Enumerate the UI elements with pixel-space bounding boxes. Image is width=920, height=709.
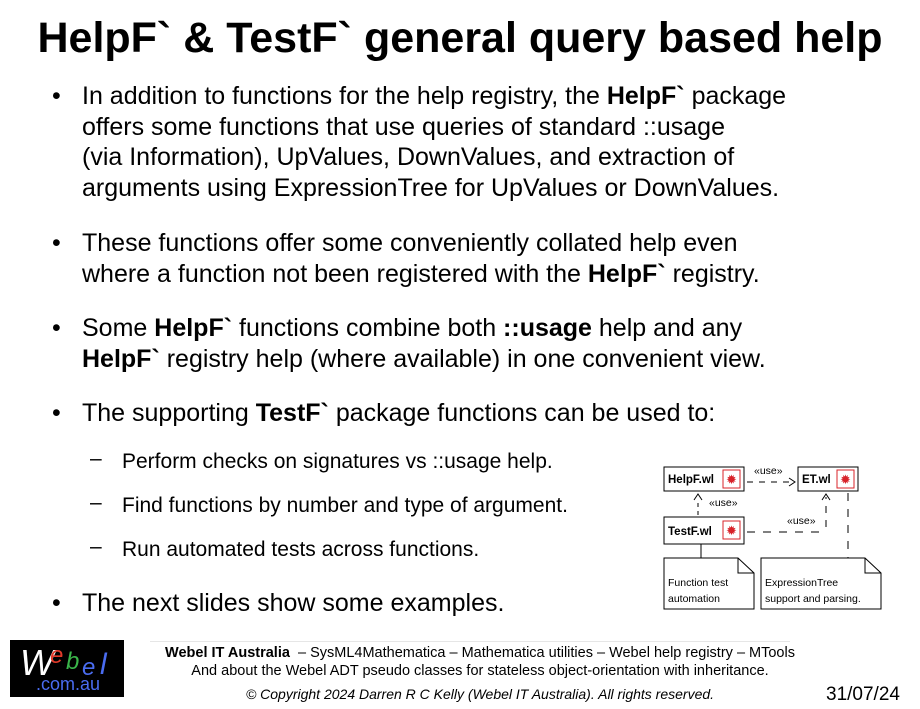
note-text: Function test [668,577,728,589]
text-segment: Some [82,314,155,342]
text-segment: functions combine both [232,314,504,342]
use-label: «use» [709,497,738,509]
bullet-line: where a function not been registered wit… [82,259,760,290]
svg-text:✹: ✹ [726,523,737,538]
bold-term: TestF` [255,399,329,427]
dash-marker: – [90,535,102,558]
text-segment: The supporting [82,399,256,427]
sub-bullet-3: – Run automated tests across functions. [90,535,480,563]
bullet-line: The supporting TestF` package functions … [82,398,715,429]
text-segment: These functions offer some conveniently … [82,229,738,257]
dash-marker: – [90,491,102,514]
sub-bullet-2: – Find functions by number and type of ar… [90,491,568,519]
bullet-line: offers some functions that use queries o… [82,112,786,143]
bullet-line: HelpF` registry help (where available) i… [82,344,766,375]
bullet-line: In addition to functions for the help re… [82,81,786,112]
bold-term: ::usage [503,314,592,342]
sub-bullet-text: Run automated tests across functions. [122,538,480,561]
note-testf [663,557,755,610]
wolfram-icon [722,469,855,540]
footer-line-1: Webel IT Australia – SysML4Mathematica –… [130,645,830,661]
footer-copyright: © Copyright 2024 Darren R C Kelly (Webel… [245,686,715,702]
note-text: ExpressionTree [765,577,838,589]
webel-logo[interactable]: W e b e l .com.au [10,640,124,697]
logo-letter: b [66,648,80,675]
bullet-4: • The supporting TestF` package functions… [52,398,715,429]
text-segment: arguments using ExpressionTree for UpVal… [82,173,780,202]
text-segment: where a function not been registered wit… [82,259,588,288]
logo-letter: e [50,642,64,669]
bullet-line: Some HelpF` functions combine both ::usa… [82,313,766,344]
bullet-line: These functions offer some conveniently … [82,228,760,259]
block-testf-label: TestF.wl [668,526,712,538]
logo-domain: .com.au [36,674,101,694]
use-label: «use» [754,465,783,477]
slide-title: HelpF` & TestF` general query based help [37,14,883,62]
bullet-marker: • [52,399,61,427]
package-diagram: ✹ ✹✹ HelpF.wl ET.wl TestF.wl «use» «use» … [663,465,882,610]
text-segment: In addition to functions for the help re… [82,82,607,110]
text-segment: package [684,82,787,110]
logo-letter: e [82,654,96,681]
footer-line-2: And about the Webel ADT pseudo classes f… [191,663,769,679]
svg-text:✹: ✹ [840,472,851,487]
use-label: «use» [787,515,816,527]
note-text: support and parsing. [765,593,861,605]
bold-term: HelpF` [154,314,233,342]
bullet-2: • These functions offer some conveniently… [52,228,760,290]
dash-marker: – [90,447,102,470]
text-segment: registry help (where available) in one c… [159,344,766,373]
text-segment: (via Information), UpValues, DownValues,… [82,143,735,171]
footer-divider [150,641,790,642]
footer-company: Webel IT Australia [165,645,290,661]
footer-topics: – SysML4Mathematica – Mathematica utilit… [289,645,795,661]
bullet-line: arguments using ExpressionTree for UpVal… [82,173,786,204]
bold-term: HelpF` [606,82,685,110]
bold-term: HelpF` [587,259,666,288]
text-segment: offers some functions that use queries o… [82,112,725,141]
bullet-3: • Some HelpF` functions combine both ::us… [52,313,766,375]
bullet-line: The next slides show some examples. [82,588,504,619]
text-segment: registry. [665,259,760,288]
bullet-marker: • [52,82,61,110]
bullet-marker: • [52,229,61,257]
note-text: automation [668,593,720,605]
text-segment: package functions can be used to: [328,399,716,427]
sub-bullet-1: – Perform checks on signatures vs ::usage… [90,447,553,475]
logo-letter: W [20,642,54,683]
bullet-marker: • [52,589,61,617]
text-segment: help and any [591,314,743,342]
sub-bullet-text: Find functions by number and type of arg… [122,494,568,517]
bold-term: HelpF` [82,344,160,373]
logo-letter: l [100,648,107,681]
bullet-line: (via Information), UpValues, DownValues,… [82,142,786,173]
slide-date: 31/07/24 [826,684,900,705]
bullet-5: • The next slides show some examples. [52,588,504,619]
bullet-marker: • [52,314,61,342]
block-helpf-label: HelpF.wl [668,474,714,486]
bullet-1: • In addition to functions for the help r… [52,81,786,204]
note-et [760,557,882,610]
sub-bullet-text: Perform checks on signatures vs ::usage … [122,450,553,473]
block-et-label: ET.wl [802,474,831,486]
text-segment: The next slides show some examples. [82,589,505,617]
svg-text:✹: ✹ [726,472,737,487]
